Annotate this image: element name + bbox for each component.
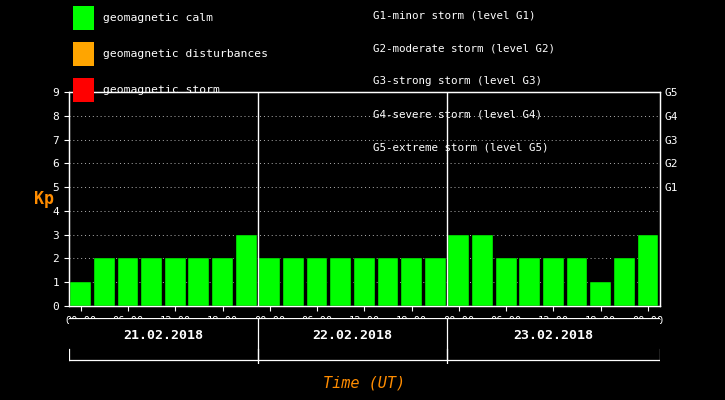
Bar (307, 258, 328, 306)
Text: 22.02.2018: 22.02.2018 (312, 329, 392, 342)
Text: G2-moderate storm (level G2): G2-moderate storm (level G2) (373, 43, 555, 53)
Bar (590, 282, 611, 306)
Bar (567, 258, 587, 306)
Text: Time (UT): Time (UT) (323, 375, 405, 390)
Bar (331, 258, 351, 306)
Bar (614, 258, 634, 306)
Bar (260, 258, 280, 306)
Text: G1-minor storm (level G1): G1-minor storm (level G1) (373, 10, 536, 20)
Bar (70, 282, 91, 306)
Text: G5-extreme storm (level G5): G5-extreme storm (level G5) (373, 143, 549, 153)
Bar (94, 258, 115, 306)
Text: G4-severe storm (level G4): G4-severe storm (level G4) (373, 110, 542, 120)
Bar (165, 258, 186, 306)
Text: geomagnetic storm: geomagnetic storm (103, 85, 220, 95)
Bar (141, 258, 162, 306)
Text: 21.02.2018: 21.02.2018 (123, 329, 204, 342)
Bar (354, 258, 375, 306)
Bar (496, 258, 516, 306)
Y-axis label: Kp: Kp (34, 190, 54, 208)
Bar (425, 258, 446, 306)
Bar (637, 235, 658, 306)
Bar (543, 258, 564, 306)
Bar (378, 258, 398, 306)
Bar (117, 258, 138, 306)
Bar (236, 235, 257, 306)
Bar (212, 258, 233, 306)
Bar (472, 235, 493, 306)
Text: 23.02.2018: 23.02.2018 (513, 329, 593, 342)
Text: geomagnetic calm: geomagnetic calm (103, 13, 213, 23)
Bar (449, 235, 469, 306)
Bar (519, 258, 540, 306)
Bar (401, 258, 422, 306)
Bar (188, 258, 210, 306)
Text: G3-strong storm (level G3): G3-strong storm (level G3) (373, 76, 542, 86)
Text: geomagnetic disturbances: geomagnetic disturbances (103, 49, 268, 59)
Bar (283, 258, 304, 306)
